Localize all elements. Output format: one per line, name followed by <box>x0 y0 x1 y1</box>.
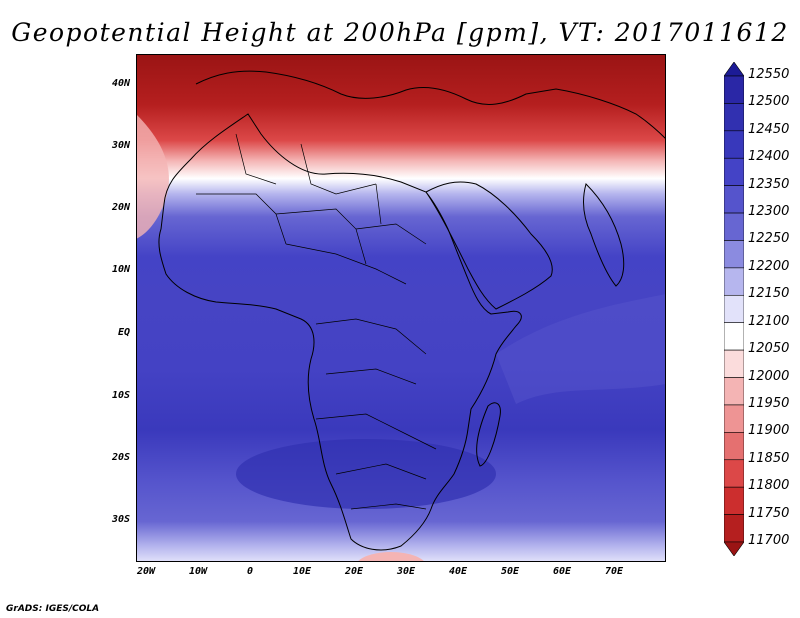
colorbar-label: 12300 <box>748 204 790 220</box>
colorbar-label: 12200 <box>748 258 790 274</box>
colorbar-bottom-arrow <box>724 541 744 556</box>
colorbar <box>724 62 744 556</box>
lon-label-60e: 60E <box>552 566 572 577</box>
lat-label-10s: 10S <box>111 390 130 401</box>
colorbar-swatch <box>724 294 744 324</box>
colorbar-label: 12500 <box>748 94 790 110</box>
colorbar-label: 11800 <box>748 478 790 494</box>
lon-label-40e: 40E <box>448 566 468 577</box>
lat-label-10n: 10N <box>111 264 130 275</box>
lon-label-10e: 10E <box>292 566 312 577</box>
colorbar-label: 11900 <box>748 423 790 439</box>
map-panel <box>136 54 666 562</box>
lon-label-70e: 70E <box>604 566 624 577</box>
lat-label-40n: 40N <box>111 78 130 89</box>
lon-label-50e: 50E <box>500 566 520 577</box>
colorbar-swatch <box>724 212 744 241</box>
colorbar-label: 12050 <box>748 341 790 357</box>
colorbar-label: 12400 <box>748 149 790 165</box>
colorbar-swatch <box>724 267 744 296</box>
map-title: Geopotential Height at 200hPa [gpm], VT:… <box>11 18 789 47</box>
country-borders <box>196 133 437 510</box>
map-frame <box>136 54 666 562</box>
colorbar-swatch <box>724 240 744 269</box>
colorbar-swatch <box>724 514 744 543</box>
colorbar-label: 12150 <box>748 286 790 302</box>
colorbar-top-arrow <box>724 62 744 77</box>
lat-label-20s: 20S <box>111 452 130 463</box>
colorbar-label: 12350 <box>748 176 790 192</box>
colorbar-label: 11950 <box>748 395 790 411</box>
india-outline <box>583 183 625 287</box>
lon-label-20e: 20E <box>344 566 364 577</box>
colorbar-swatch <box>724 432 744 461</box>
lat-label-30n: 30N <box>111 140 130 151</box>
europe-coast <box>195 70 666 140</box>
colorbar-swatch <box>724 157 744 186</box>
colorbar-swatch <box>724 404 744 433</box>
colorbar-label: 11750 <box>748 505 790 521</box>
colorbar-swatch <box>724 103 744 132</box>
colorbar-swatch <box>724 185 744 214</box>
contour-east-ridge <box>496 294 666 404</box>
lon-label-0: 0 <box>246 566 254 577</box>
colorbar-swatch <box>724 322 744 351</box>
contour-south-ridge <box>357 552 425 562</box>
colorbar-label: 12000 <box>748 368 790 384</box>
colorbar-label: 11700 <box>748 533 790 548</box>
lat-label-20n: 20N <box>111 202 130 213</box>
madagascar-outline <box>476 402 501 467</box>
lat-label-30s: 30S <box>111 514 130 525</box>
colorbar-swatch <box>724 377 744 406</box>
colorbar-label: 12250 <box>748 231 790 247</box>
credit-text: GrADS: IGES/COLA <box>6 604 100 614</box>
colorbar-label: 12450 <box>748 121 790 137</box>
lon-label-30e: 30E <box>396 566 416 577</box>
arabia-outline <box>425 181 553 310</box>
colorbar-swatch <box>724 130 744 159</box>
colorbar-swatch <box>724 349 744 378</box>
colorbar-label: 12550 <box>748 67 790 82</box>
coastlines <box>158 70 666 551</box>
lon-label-20w: 20W <box>136 566 156 577</box>
colorbar-swatch <box>724 75 744 104</box>
contour-south-low <box>236 439 496 509</box>
colorbar-swatch <box>724 459 744 488</box>
geopotential-map <box>136 54 666 562</box>
lon-label-10w: 10W <box>188 566 208 577</box>
colorbar-label: 12100 <box>748 313 790 329</box>
colorbar-swatch <box>724 486 744 515</box>
lat-label-eq: EQ <box>117 327 130 338</box>
colorbar-label: 11850 <box>748 450 790 466</box>
contour-west-ridge <box>136 114 169 239</box>
